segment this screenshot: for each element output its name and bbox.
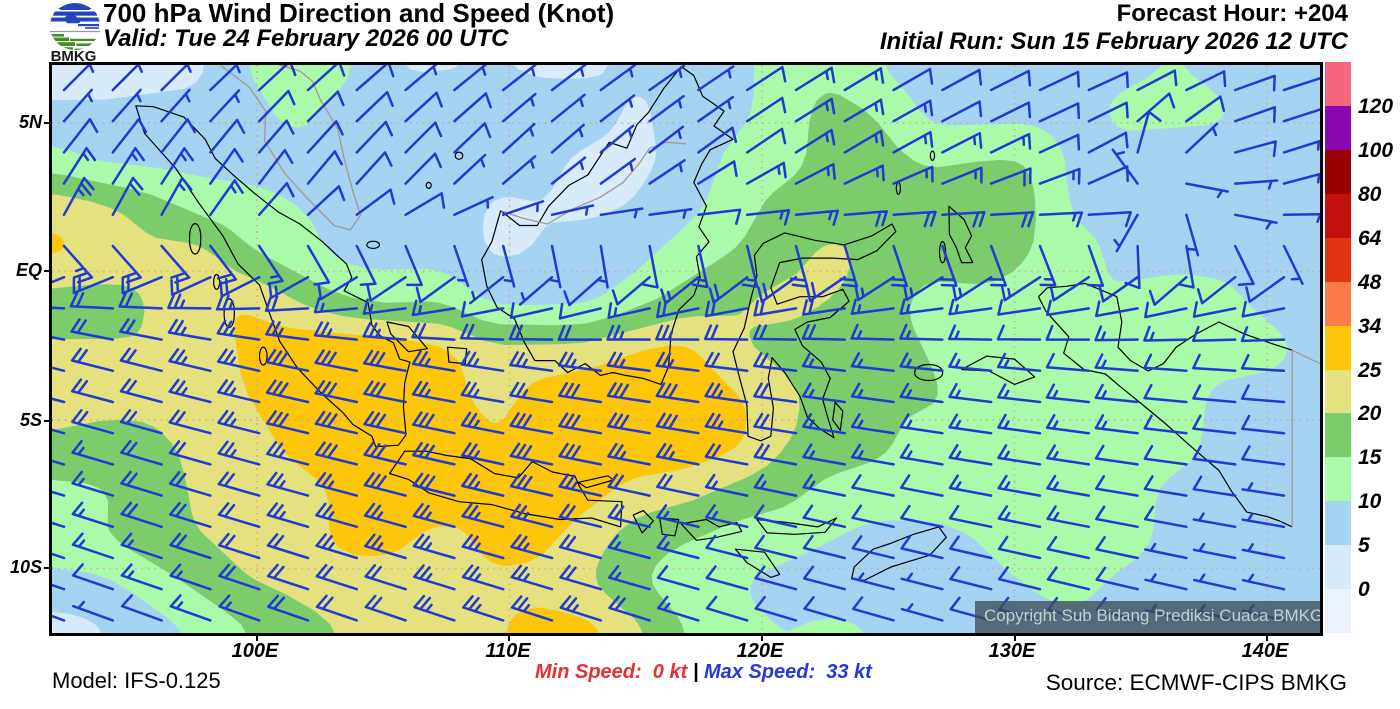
svg-text:BMKG: BMKG — [51, 48, 97, 62]
